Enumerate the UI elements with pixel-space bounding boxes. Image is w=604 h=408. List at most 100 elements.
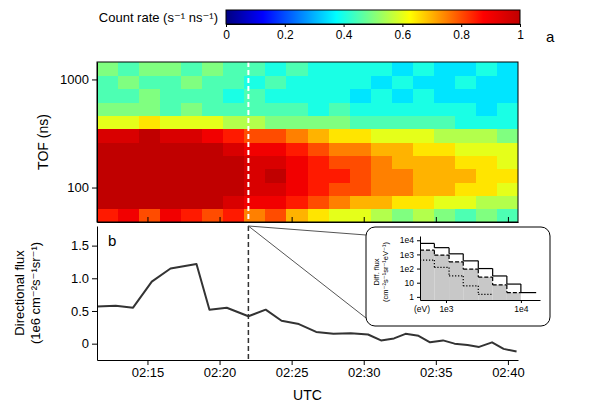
tick-mark <box>417 269 420 270</box>
heat-cell <box>371 102 392 116</box>
tick-label: 1.0 <box>71 271 89 286</box>
tick-label: 1 <box>517 28 524 42</box>
step-riser <box>463 262 464 269</box>
tick-label: 0.8 <box>453 28 470 42</box>
heat-cell <box>371 208 392 222</box>
heat-cell <box>329 115 350 129</box>
tick-label: 0 <box>82 336 89 351</box>
heat-cell <box>160 62 181 76</box>
heat-cell <box>97 195 118 209</box>
heat-cell <box>286 129 307 143</box>
step-riser <box>434 243 435 247</box>
heat-cell <box>434 89 455 103</box>
step-riser <box>434 250 435 255</box>
tick: 100 <box>67 180 97 195</box>
callout-line <box>248 226 366 318</box>
heat-cell <box>413 182 434 195</box>
colorbar <box>226 10 520 24</box>
tick: 0.2 <box>277 24 294 42</box>
tick: 02:35 <box>420 360 453 380</box>
heat-cell <box>286 142 307 156</box>
tick-label: 10 <box>405 278 415 288</box>
heat-cell <box>118 129 139 143</box>
tick: 1000 <box>60 72 97 87</box>
heat-cell <box>497 129 518 143</box>
heat-cell <box>118 208 139 222</box>
tick-label: 1.5 <box>71 238 89 253</box>
heat-cell <box>392 155 413 169</box>
heat-cell <box>497 89 518 103</box>
heat-cell <box>308 89 329 103</box>
inset-x-axis: 1e31e4 <box>421 300 541 314</box>
time-marker <box>248 226 250 360</box>
y-axis: 100 1000 <box>60 63 97 223</box>
heat-cell <box>160 142 181 156</box>
heat-cell <box>392 195 413 209</box>
plot-area <box>420 243 536 300</box>
heat-cell <box>286 155 307 169</box>
heat-cell <box>455 155 476 169</box>
heat-cell <box>202 115 223 129</box>
heat-cell <box>286 102 307 116</box>
tick-label: 02:35 <box>420 365 453 380</box>
heat-cell <box>223 195 244 209</box>
step-segment <box>478 276 492 277</box>
heat-cell <box>392 89 413 103</box>
heat-cell <box>181 62 202 76</box>
step-riser <box>448 267 449 276</box>
heat-cell <box>413 142 434 156</box>
heat-cell <box>329 89 350 103</box>
heat-cell <box>371 129 392 143</box>
heat-cell <box>223 208 244 222</box>
tick-mark <box>417 297 420 298</box>
heat-cell <box>350 142 371 156</box>
heat-cell <box>350 195 371 209</box>
area-bin <box>463 269 478 300</box>
tick: 1e4 <box>514 300 528 314</box>
heat-cell <box>329 102 350 116</box>
x-axis-title: UTC <box>293 387 322 403</box>
heat-cell <box>371 169 392 183</box>
heat-cell <box>350 102 371 116</box>
heat-cell <box>434 208 455 222</box>
y-axis: 00.51.01.5 <box>71 227 98 361</box>
heat-cell <box>265 89 286 103</box>
heat-cell <box>371 89 392 103</box>
heat-cell <box>497 169 518 183</box>
tick-label: 1e3 <box>400 250 414 260</box>
heat-cell <box>413 155 434 169</box>
heat-cell <box>476 182 497 195</box>
heat-cell <box>139 155 160 169</box>
heat-cell <box>392 75 413 89</box>
heat-cell <box>371 142 392 156</box>
heat-cell <box>202 155 223 169</box>
heat-cell <box>202 102 223 116</box>
tick-mark <box>147 217 148 222</box>
heat-cell <box>392 62 413 76</box>
heat-cell <box>476 102 497 116</box>
heat-cell <box>265 75 286 89</box>
tick: 02:25 <box>276 360 309 380</box>
heat-cell <box>118 89 139 103</box>
y-axis-title: Directional flux(1e6 cm⁻²s⁻¹sr⁻¹) <box>12 242 43 344</box>
heat-cell <box>413 75 434 89</box>
heat-cell <box>97 62 118 76</box>
step-segment <box>420 259 434 260</box>
heat-cell <box>329 142 350 156</box>
heat-cell <box>223 89 244 103</box>
tick-mark <box>92 344 97 345</box>
heat-cell <box>139 169 160 183</box>
tick <box>292 217 293 222</box>
tick-mark <box>508 217 509 222</box>
heat-cell <box>265 142 286 156</box>
heat-cell <box>202 195 223 209</box>
heat-cell <box>392 129 413 143</box>
tick: 10 <box>405 278 420 288</box>
tick <box>436 217 437 222</box>
step-riser <box>478 261 479 269</box>
tick-mark <box>92 311 97 312</box>
heat-cell <box>308 195 329 209</box>
step-segment <box>420 250 434 251</box>
tick-mark <box>521 300 522 303</box>
heat-cell <box>476 115 497 129</box>
